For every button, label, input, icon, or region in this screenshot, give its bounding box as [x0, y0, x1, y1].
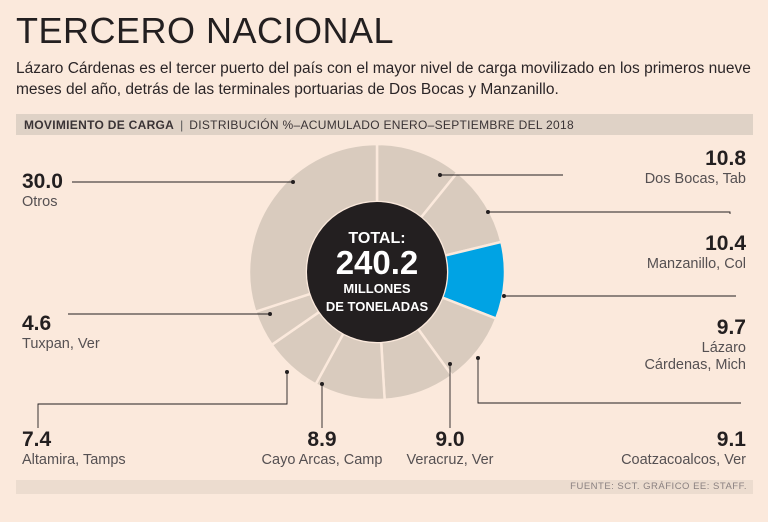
leader-line-altamira-tamps	[37, 372, 288, 428]
donut-center	[307, 202, 447, 342]
page-title: TERCERO NACIONAL	[16, 10, 395, 51]
leader-dot-altamira-tamps	[285, 370, 289, 374]
leader-line-manzanillo-col	[488, 211, 731, 214]
name-label-otros: Otros	[22, 194, 57, 210]
leader-dot-tuxpan-ver	[268, 312, 272, 316]
value-label-altamira-tamps: 7.4	[22, 428, 52, 451]
center-total-value: 240.2	[336, 244, 419, 281]
leader-lines	[37, 173, 741, 428]
center-unit-line1: MILLONES	[343, 281, 410, 296]
section-separator: |	[180, 117, 184, 132]
leader-line-coatzacoalcos-ver	[477, 358, 741, 404]
center-total-label: TOTAL:	[348, 230, 405, 247]
name-label-cayo-arcas-camp: Cayo Arcas, Camp	[262, 452, 383, 468]
name-label-manzanillo-col: Manzanillo, Col	[647, 256, 746, 272]
leader-dot-veracruz-ver	[448, 362, 452, 366]
name-label-dos-bocas-tab: Dos Bocas, Tab	[645, 171, 746, 187]
donut-slices	[247, 142, 507, 402]
leader-dot-coatzacoalcos-ver	[476, 356, 480, 360]
name-label-altamira-tamps: Altamira, Tamps	[22, 452, 126, 468]
value-label-lazaro-cardenas-mich: 9.7	[717, 316, 746, 339]
name-label-veracruz-ver: Veracruz, Ver	[406, 452, 493, 468]
value-label-coatzacoalcos-ver: 9.1	[717, 428, 747, 451]
name-label-lazaro-cardenas-mich-1: Lázaro	[702, 340, 746, 356]
value-label-otros: 30.0	[22, 170, 63, 193]
section-description: DISTRIBUCIÓN %–ACUMULADO ENERO–SEPTIEMBR…	[189, 117, 574, 132]
value-label-cayo-arcas-camp: 8.9	[307, 428, 336, 451]
name-label-lazaro-cardenas-mich-2: Cárdenas, Mich	[644, 357, 746, 373]
source-credit: FUENTE: SCT. GRÁFICO EE: STAFF.	[570, 481, 747, 492]
leader-dot-cayo-arcas-camp	[320, 382, 324, 386]
center-unit-line2: DE TONELADAS	[326, 299, 429, 314]
leader-dot-otros	[291, 180, 295, 184]
leader-dot-lazaro-cardenas-mich	[502, 294, 506, 298]
section-bar: MOVIMIENTO DE CARGA | DISTRIBUCIÓN %–ACU…	[16, 114, 753, 135]
value-label-veracruz-ver: 9.0	[435, 428, 464, 451]
value-label-dos-bocas-tab: 10.8	[705, 147, 746, 170]
name-label-coatzacoalcos-ver: Coatzacoalcos, Ver	[621, 452, 746, 468]
footer-bar: FUENTE: SCT. GRÁFICO EE: STAFF.	[16, 480, 753, 494]
name-label-tuxpan-ver: Tuxpan, Ver	[22, 336, 100, 352]
leader-dot-manzanillo-col	[486, 210, 490, 214]
value-label-tuxpan-ver: 4.6	[22, 312, 51, 335]
leader-dot-dos-bocas-tab	[438, 173, 442, 177]
section-label: MOVIMIENTO DE CARGA	[24, 117, 175, 132]
page-subtitle: Lázaro Cárdenas es el tercer puerto del …	[16, 60, 751, 98]
value-label-manzanillo-col: 10.4	[705, 232, 746, 255]
